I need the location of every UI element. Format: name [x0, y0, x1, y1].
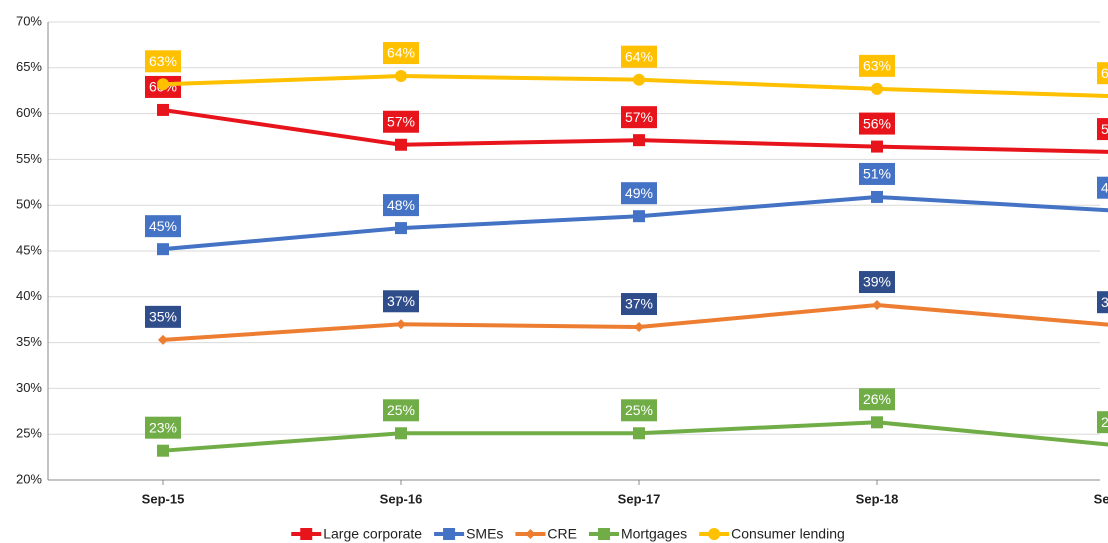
- value-label-box: [859, 162, 895, 185]
- marker: [871, 416, 883, 429]
- legend: Large corporate SMEs CRE Mortgages Consumer …: [291, 526, 845, 542]
- marker: [872, 300, 882, 311]
- value-label-box: [1097, 291, 1108, 314]
- value-label-box: [383, 399, 419, 422]
- value-label: 25%: [387, 402, 415, 418]
- value-label: 45%: [149, 218, 177, 234]
- y-tick-label: 55%: [16, 151, 42, 166]
- marker: [708, 528, 721, 540]
- y-tick-label: 25%: [16, 426, 42, 441]
- value-label: 63%: [863, 58, 891, 74]
- value-label: 25%: [625, 402, 653, 418]
- y-tick-label: 30%: [16, 380, 42, 395]
- marker: [633, 427, 645, 440]
- value-label-box: [1097, 118, 1108, 141]
- value-label-box: [621, 293, 657, 316]
- value-label: 56%: [863, 115, 891, 131]
- marker: [633, 210, 645, 223]
- y-tick-label: 45%: [16, 242, 42, 257]
- value-label: 51%: [863, 166, 891, 182]
- value-label-box: [621, 45, 657, 68]
- value-label-box: [383, 290, 419, 313]
- value-label-box: [621, 106, 657, 129]
- marker: [443, 528, 456, 540]
- marker: [157, 444, 169, 457]
- x-tick-label: Sep-16: [380, 491, 423, 506]
- value-label: 64%: [625, 48, 653, 64]
- marker: [871, 82, 883, 95]
- marker: [157, 78, 169, 91]
- value-label: 57%: [387, 113, 415, 129]
- marker: [396, 319, 406, 330]
- marker: [300, 528, 313, 540]
- value-label: 57%: [625, 109, 653, 125]
- marker: [871, 190, 883, 203]
- value-label-box: [859, 112, 895, 135]
- value-label: 49%: [1101, 179, 1108, 195]
- value-label: 63%: [149, 53, 177, 69]
- legend-label: Mortgages: [621, 526, 687, 542]
- y-tick-label: 70%: [16, 13, 42, 28]
- y-tick-label: 65%: [16, 59, 42, 74]
- x-tick-label: Sep-17: [618, 491, 661, 506]
- value-label: 62%: [1101, 65, 1108, 81]
- legend-label: Consumer lending: [731, 526, 845, 542]
- marker: [395, 138, 407, 151]
- value-label: 37%: [1101, 294, 1108, 310]
- marker: [395, 427, 407, 440]
- marker: [158, 334, 168, 345]
- x-tick-label: Sep-15: [142, 491, 185, 506]
- value-label-box: [621, 399, 657, 422]
- value-label: 56%: [1101, 121, 1108, 137]
- marker: [633, 73, 645, 86]
- value-label-box: [145, 215, 181, 238]
- value-label-box: [1097, 62, 1108, 85]
- value-label: 37%: [625, 296, 653, 312]
- value-label-box: [145, 305, 181, 328]
- y-tick-label: 20%: [16, 471, 42, 486]
- marker: [157, 243, 169, 256]
- y-tick-label: 35%: [16, 334, 42, 349]
- marker: [395, 70, 407, 83]
- value-label-box: [383, 194, 419, 217]
- value-label: 49%: [625, 185, 653, 201]
- value-label-box: [145, 50, 181, 73]
- x-tick-label: Sep-19: [1094, 491, 1108, 506]
- value-label-box: [383, 42, 419, 65]
- value-label-box: [1097, 411, 1108, 434]
- legend-label: CRE: [547, 526, 577, 542]
- marker: [525, 529, 536, 539]
- marker: [633, 134, 645, 147]
- value-label: 37%: [387, 293, 415, 309]
- value-label: 26%: [863, 391, 891, 407]
- y-tick-label: 40%: [16, 288, 42, 303]
- marker: [157, 103, 169, 116]
- value-label: 23%: [149, 419, 177, 435]
- y-tick-label: 50%: [16, 197, 42, 212]
- value-label-box: [145, 416, 181, 439]
- marker: [634, 322, 644, 333]
- x-tick-label: Sep-18: [856, 491, 899, 506]
- value-label: 35%: [149, 309, 177, 325]
- marker: [395, 222, 407, 235]
- value-label: 48%: [387, 197, 415, 213]
- legend-label: Large corporate: [323, 526, 422, 542]
- value-label: 24%: [1101, 414, 1108, 430]
- value-label: 39%: [863, 274, 891, 290]
- marker: [597, 528, 610, 540]
- legend-label: SMEs: [466, 526, 503, 542]
- value-label-box: [859, 388, 895, 411]
- value-label-box: [621, 182, 657, 205]
- value-label-box: [383, 110, 419, 133]
- value-label: 64%: [387, 45, 415, 61]
- value-label-box: [1097, 176, 1108, 199]
- value-label-box: [859, 54, 895, 77]
- marker: [871, 140, 883, 153]
- y-tick-label: 60%: [16, 105, 42, 120]
- value-label-box: [859, 271, 895, 294]
